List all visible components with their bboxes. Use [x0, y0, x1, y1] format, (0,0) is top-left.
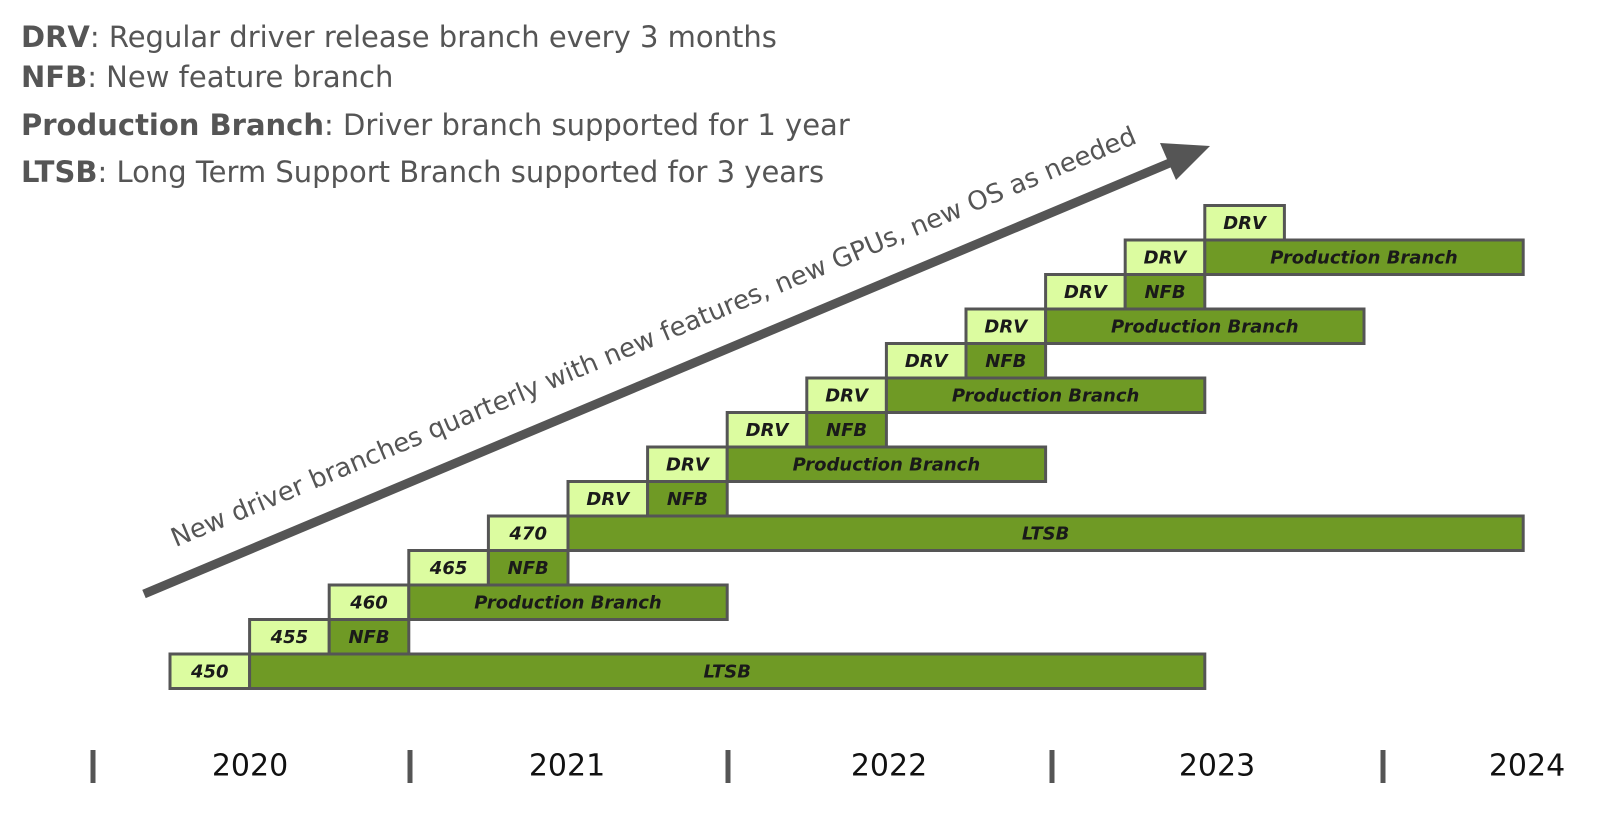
branch-label: DRV: [666, 454, 711, 475]
branch-label: DRV: [905, 351, 950, 372]
release-box: [805, 376, 888, 414]
legend-line: NFB: New feature branch: [21, 60, 393, 94]
legend-term: NFB: [21, 60, 87, 94]
legend-description: : Long Term Support Branch supported for…: [97, 155, 824, 189]
branch-box: [884, 376, 1207, 414]
branch-label: NFB: [508, 558, 549, 579]
release-box: [486, 514, 570, 552]
legend-description: : New feature branch: [87, 60, 393, 94]
branch-box: [486, 549, 570, 587]
year-label: 2020: [212, 749, 288, 784]
branch-label: DRV: [1223, 213, 1268, 234]
timeline: 2020 2021 2022 2023 2024: [90, 749, 1565, 784]
branch-box: [566, 514, 1525, 552]
branch-label: Production Branch: [474, 592, 662, 613]
branch-label: Production Branch: [1111, 316, 1299, 337]
branch-label: DRV: [586, 489, 631, 510]
branch-label: LTSB: [703, 661, 750, 682]
branch-label: DRV: [746, 420, 791, 441]
year-label: 2021: [529, 749, 605, 784]
branch-box: [327, 618, 411, 656]
legend-term: Production Branch: [21, 108, 324, 142]
branch-label: DRV: [825, 385, 870, 406]
branch-label: 470: [508, 523, 547, 544]
branch-box: [1044, 307, 1366, 345]
release-box: [1203, 204, 1286, 242]
branch-label: NFB: [1144, 282, 1185, 303]
legend-term: LTSB: [21, 155, 97, 189]
release-box: [327, 583, 411, 621]
branch-label: 465: [429, 558, 468, 579]
branch-label: DRV: [1144, 247, 1189, 268]
branch-box: [1203, 238, 1525, 276]
year-label: 2024: [1489, 749, 1565, 784]
legend-term: DRV: [21, 20, 90, 54]
legend: DRV: Regular driver release branch every…: [21, 20, 850, 189]
release-box: [248, 618, 331, 656]
branch-box: [248, 652, 1207, 690]
branch-label: Production Branch: [1270, 247, 1458, 268]
branch-label: 460: [349, 592, 388, 613]
branch-box: [646, 480, 729, 518]
branch-box: [725, 445, 1048, 483]
legend-line: DRV: Regular driver release branch every…: [21, 20, 777, 54]
release-box: [646, 445, 729, 483]
branch-label: 455: [270, 627, 309, 648]
arrow-shaft: [142, 157, 1174, 599]
branch-box: [407, 583, 729, 621]
branch-label: Production Branch: [793, 454, 981, 475]
legend-line: Production Branch: Driver branch support…: [21, 108, 850, 142]
branch-label: NFB: [985, 351, 1026, 372]
branch-label: NFB: [826, 420, 867, 441]
branch-label: DRV: [984, 316, 1029, 337]
branch-label: Production Branch: [952, 385, 1140, 406]
branch-label: NFB: [348, 627, 389, 648]
legend-description: : Driver branch supported for 1 year: [324, 108, 850, 142]
branch-label: DRV: [1064, 282, 1109, 303]
year-label: 2023: [1179, 749, 1255, 784]
release-box: [884, 342, 968, 380]
branch-rows: 450 LTSB 455 NFB 460 Production Branch 465 NFB 4…: [168, 204, 1525, 690]
legend-description: : Regular driver release branch every 3 …: [90, 20, 777, 54]
branch-label: NFB: [667, 489, 708, 510]
release-box: [725, 411, 809, 449]
legend-line: LTSB: Long Term Support Branch supported…: [21, 155, 824, 189]
arrow-head: [1160, 143, 1210, 180]
branch-label: LTSB: [1022, 523, 1069, 544]
release-box: [964, 307, 1048, 345]
year-label: 2022: [851, 749, 927, 784]
branch-label: 450: [190, 661, 229, 682]
